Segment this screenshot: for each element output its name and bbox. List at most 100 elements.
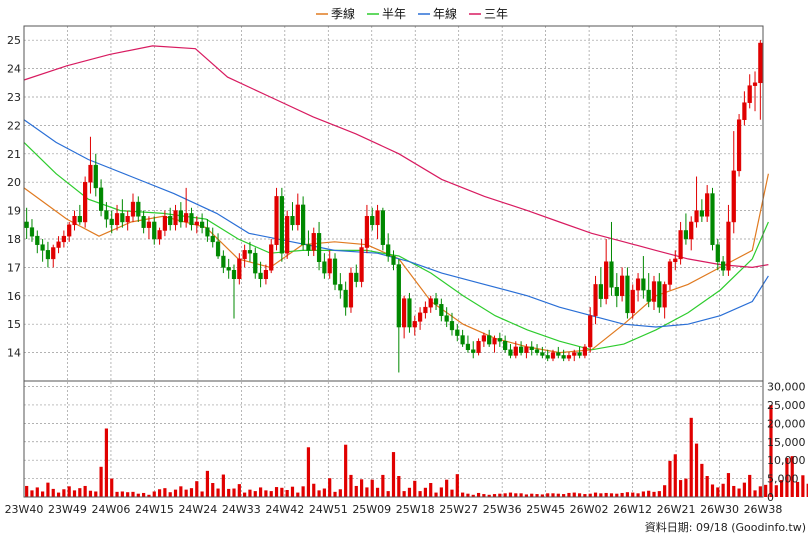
volume-bar xyxy=(631,492,635,497)
volume-bar xyxy=(173,489,178,497)
candle-body xyxy=(146,221,152,228)
volume-bar xyxy=(227,488,231,497)
candle-body xyxy=(77,216,82,223)
candle-body xyxy=(56,241,61,248)
candle-body xyxy=(364,216,370,248)
volume-bar xyxy=(535,494,539,497)
volume-bar xyxy=(498,493,502,497)
candle-body xyxy=(651,281,657,302)
candle-body xyxy=(348,272,354,308)
candle-body xyxy=(455,329,460,336)
volume-bar xyxy=(211,483,215,497)
volume-bar xyxy=(360,479,364,497)
candle-body xyxy=(258,272,263,280)
volume-bar xyxy=(72,490,77,497)
x-tick-label: 26W21 xyxy=(657,503,696,516)
candle-body xyxy=(263,269,269,280)
candle-body xyxy=(710,193,715,245)
volume-bar xyxy=(508,492,513,497)
price-tick-label: 21 xyxy=(7,148,21,161)
volume-bar xyxy=(338,489,342,497)
candle-body xyxy=(125,216,130,223)
candle-body xyxy=(476,340,481,353)
volume-bar xyxy=(668,460,672,497)
volume-bar xyxy=(647,490,651,497)
candle-body xyxy=(311,233,316,251)
x-tick-label: 25W18 xyxy=(396,503,435,516)
candle-body xyxy=(168,216,173,226)
candle-body xyxy=(162,216,167,231)
candle-body xyxy=(301,204,306,245)
x-tick-label: 25W36 xyxy=(483,503,522,516)
volume-bar xyxy=(216,488,220,497)
candle-body xyxy=(518,346,524,353)
volume-bar xyxy=(652,491,656,497)
candle-body xyxy=(221,255,226,268)
volume-bar xyxy=(157,489,162,497)
candle-body xyxy=(226,267,231,271)
volume-bar xyxy=(312,483,316,497)
volume-bar xyxy=(588,493,592,497)
candle-body xyxy=(231,269,237,280)
volume-bar xyxy=(365,487,369,497)
volume-bar xyxy=(200,491,204,497)
candle-body xyxy=(524,346,529,353)
volume-bar xyxy=(402,491,406,497)
volume-bar xyxy=(83,485,87,497)
x-tick-label: 24W42 xyxy=(265,503,304,516)
candle-body xyxy=(609,261,614,288)
candle-body xyxy=(635,278,641,291)
volume-bar xyxy=(514,493,518,497)
volume-bar xyxy=(530,493,534,497)
candle-body xyxy=(114,213,120,226)
candle-body xyxy=(598,284,603,299)
candle-body xyxy=(184,213,189,223)
price-tick-label: 15 xyxy=(7,318,21,331)
candle-body xyxy=(715,244,720,262)
volume-bar xyxy=(78,488,82,497)
candle-body xyxy=(465,343,471,351)
candle-body xyxy=(93,164,98,189)
x-tick-label: 23W40 xyxy=(5,503,44,516)
candle-body xyxy=(274,196,279,245)
volume-bar xyxy=(248,489,252,497)
volume-bar xyxy=(67,486,71,497)
volume-bar xyxy=(391,452,396,497)
volume-bar xyxy=(748,474,752,497)
volume-bar xyxy=(806,483,808,497)
moving-average-lines xyxy=(23,45,769,354)
volume-bar xyxy=(386,491,390,497)
volume-bar xyxy=(285,490,289,497)
volume-bar xyxy=(56,492,61,497)
volume-bar xyxy=(780,480,784,497)
volume-bar xyxy=(546,493,550,497)
volume-bar xyxy=(795,481,800,497)
volume-bar xyxy=(41,491,45,497)
candle-body xyxy=(566,355,572,359)
volume-bar xyxy=(556,493,560,497)
volume-bar xyxy=(274,487,279,497)
candle-body xyxy=(104,210,109,220)
volume-bar xyxy=(423,487,427,497)
candle-body xyxy=(497,338,502,342)
volume-bar xyxy=(333,491,337,497)
candle-body xyxy=(561,355,566,359)
candle-body xyxy=(61,235,66,243)
volume-bar xyxy=(434,492,438,497)
volume-bar xyxy=(269,491,273,497)
volume-tick-label: 30,000 xyxy=(767,381,806,394)
volume-bar xyxy=(524,494,529,497)
volume-bar xyxy=(700,463,704,497)
candle-body xyxy=(736,119,742,172)
volume-bar xyxy=(540,494,544,497)
candle-body xyxy=(460,335,465,345)
volume-bar xyxy=(439,487,443,497)
candle-body xyxy=(417,312,423,322)
volume-bar xyxy=(189,488,194,497)
volume-bar xyxy=(328,478,332,497)
candle-body xyxy=(306,244,311,251)
volume-bar xyxy=(51,488,55,497)
legend-label: 季線 xyxy=(331,6,355,21)
volume-bar xyxy=(120,491,124,497)
